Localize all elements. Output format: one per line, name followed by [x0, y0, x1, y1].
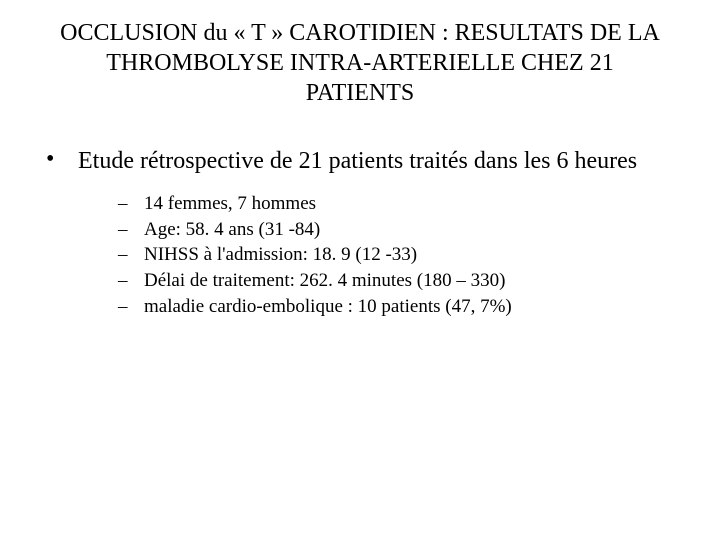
slide-title: OCCLUSION du « T » CAROTIDIEN : RESULTAT… [60, 18, 660, 108]
sub-item-text: 14 femmes, 7 hommes [144, 191, 680, 217]
dash-icon: – [118, 191, 144, 217]
sub-list: – 14 femmes, 7 hommes – Age: 58. 4 ans (… [118, 191, 680, 319]
main-bullet: • Etude rétrospective de 21 patients tra… [40, 146, 680, 177]
sub-item-text: Délai de traitement: 262. 4 minutes (180… [144, 268, 680, 294]
bullet-icon: • [40, 146, 78, 173]
main-bullet-text: Etude rétrospective de 21 patients trait… [78, 146, 637, 177]
dash-icon: – [118, 294, 144, 320]
sub-item-text: NIHSS à l'admission: 18. 9 (12 -33) [144, 242, 680, 268]
list-item: – Délai de traitement: 262. 4 minutes (1… [118, 268, 680, 294]
dash-icon: – [118, 268, 144, 294]
dash-icon: – [118, 242, 144, 268]
list-item: – Age: 58. 4 ans (31 -84) [118, 217, 680, 243]
list-item: – maladie cardio-embolique : 10 patients… [118, 294, 680, 320]
sub-item-text: maladie cardio-embolique : 10 patients (… [144, 294, 680, 320]
list-item: – NIHSS à l'admission: 18. 9 (12 -33) [118, 242, 680, 268]
dash-icon: – [118, 217, 144, 243]
sub-item-text: Age: 58. 4 ans (31 -84) [144, 217, 680, 243]
list-item: – 14 femmes, 7 hommes [118, 191, 680, 217]
